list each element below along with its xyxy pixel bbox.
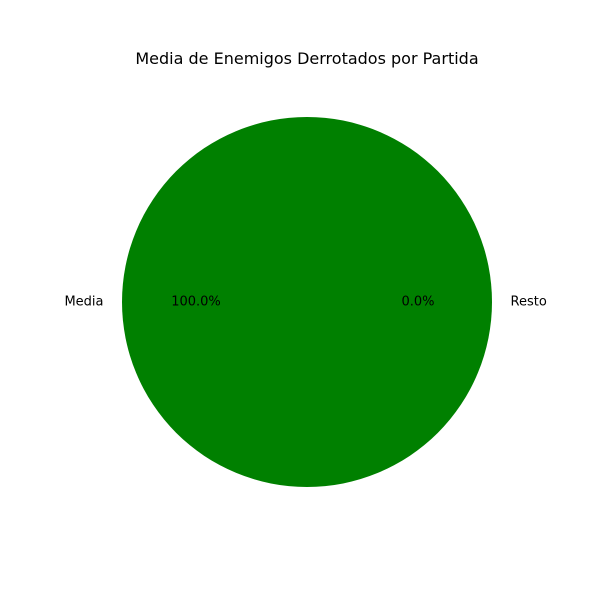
pie-slice-media bbox=[122, 117, 492, 487]
pie-labels: Media 100.0% Resto 0.0% bbox=[64, 295, 546, 310]
chart-title: Media de Enemigos Derrotados por Partida bbox=[135, 49, 478, 68]
percent-label-media: 100.0% bbox=[171, 295, 221, 310]
slice-label-media: Media bbox=[64, 295, 103, 310]
slice-label-resto: Resto bbox=[511, 295, 547, 310]
pie-slices bbox=[122, 117, 492, 487]
percent-label-resto: 0.0% bbox=[401, 295, 434, 310]
